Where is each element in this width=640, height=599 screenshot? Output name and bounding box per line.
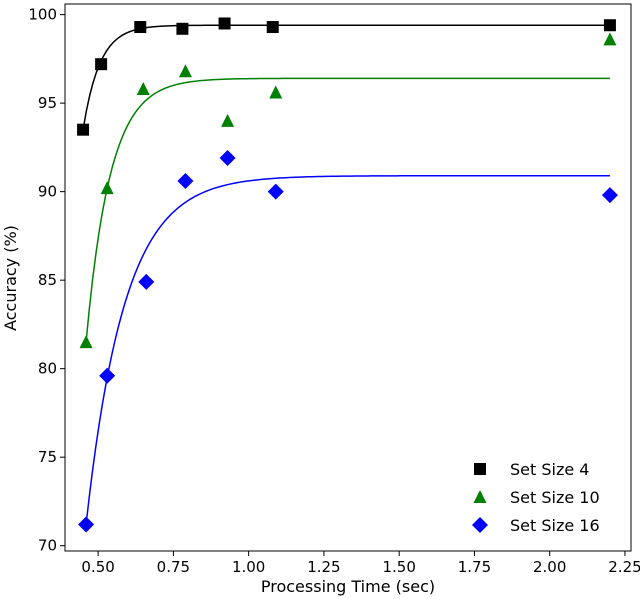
y-tick-label: 70 xyxy=(38,537,57,555)
x-tick-label: 2.00 xyxy=(533,558,566,576)
y-tick-label: 100 xyxy=(28,6,57,24)
legend-label-series-2: Set Size 10 xyxy=(510,488,600,507)
data-point-series-3 xyxy=(78,516,95,533)
legend: Set Size 4 Set Size 10 Set Size 16 xyxy=(472,460,600,535)
x-tick-label: 2.25 xyxy=(608,558,640,576)
y-axis-label: Accuracy (%) xyxy=(1,225,20,331)
data-point-series-3 xyxy=(99,367,116,384)
data-point-series-3 xyxy=(177,173,194,190)
x-axis-label: Processing Time (sec) xyxy=(261,577,435,596)
y-tick-label: 75 xyxy=(38,448,57,466)
data-point-series-3 xyxy=(219,150,236,167)
y-tick-label: 85 xyxy=(38,271,57,289)
legend-marker-series-1 xyxy=(474,463,486,475)
fit-curve-series-2 xyxy=(85,77,610,343)
y-tick-label: 95 xyxy=(38,94,57,112)
x-tick-label: 0.75 xyxy=(157,558,190,576)
data-point-series-1 xyxy=(95,58,108,71)
data-point-series-2 xyxy=(100,181,114,195)
fit-curves xyxy=(82,24,610,525)
data-point-series-2 xyxy=(603,32,617,46)
x-tick-label: 1.75 xyxy=(458,558,491,576)
data-point-series-1 xyxy=(266,21,279,34)
legend-marker-series-3 xyxy=(472,517,488,533)
x-tick-label: 0.50 xyxy=(81,558,114,576)
data-point-series-2 xyxy=(269,85,283,99)
y-tick-label: 80 xyxy=(38,360,57,378)
legend-marker-series-2 xyxy=(473,490,487,503)
y-axis-ticks: 70 75 80 85 90 95 100 xyxy=(28,6,65,555)
data-point-series-3 xyxy=(601,187,618,204)
fit-curve-series-3 xyxy=(85,174,610,525)
x-axis-ticks: 0.50 0.75 1.00 1.25 1.50 1.75 2.00 2.25 xyxy=(81,551,640,576)
x-tick-label: 1.50 xyxy=(382,558,415,576)
data-point-series-2 xyxy=(79,335,93,349)
data-point-series-3 xyxy=(267,183,284,200)
y-tick-label: 90 xyxy=(38,183,57,201)
data-point-series-2 xyxy=(178,64,192,78)
data-point-series-1 xyxy=(176,22,189,35)
data-points xyxy=(77,17,618,533)
fit-curve-series-1 xyxy=(82,24,610,130)
data-point-series-1 xyxy=(77,123,90,136)
data-point-series-2 xyxy=(136,81,150,95)
data-point-series-1 xyxy=(134,21,147,34)
x-tick-label: 1.00 xyxy=(232,558,265,576)
data-point-series-3 xyxy=(138,273,155,290)
plot-area xyxy=(64,3,632,552)
data-point-series-2 xyxy=(221,113,235,127)
data-point-series-1 xyxy=(603,19,616,32)
legend-label-series-3: Set Size 16 xyxy=(510,516,600,535)
legend-label-series-1: Set Size 4 xyxy=(510,460,589,479)
data-point-series-1 xyxy=(218,17,231,30)
x-tick-label: 1.25 xyxy=(307,558,340,576)
